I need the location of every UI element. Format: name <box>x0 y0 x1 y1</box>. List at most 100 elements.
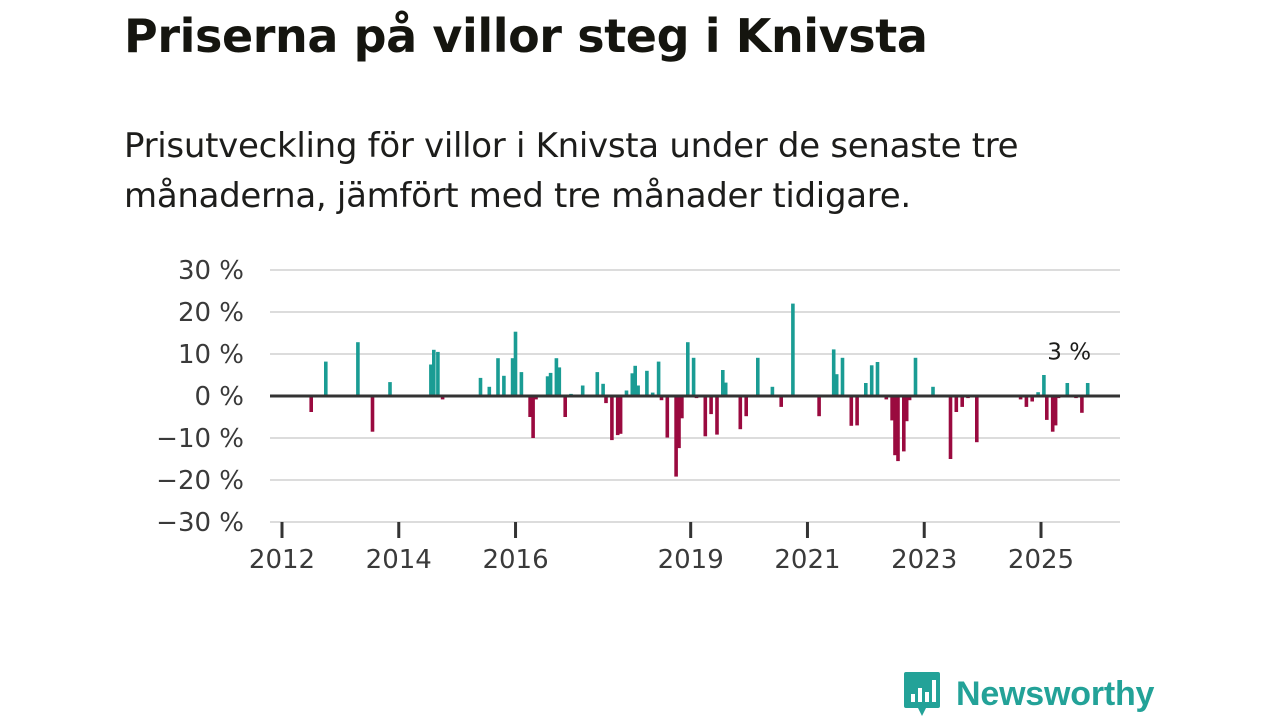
bar <box>855 396 859 426</box>
bar <box>770 386 775 396</box>
bar <box>496 358 500 396</box>
bar <box>834 374 839 396</box>
bar <box>1080 396 1084 413</box>
bar <box>324 361 328 396</box>
bar <box>890 396 894 421</box>
x-tick-label: 2025 <box>1008 545 1074 575</box>
bar <box>487 386 492 396</box>
bar <box>519 372 524 396</box>
bar <box>1036 392 1040 396</box>
bar <box>840 357 845 396</box>
brand-name: Newsworthy <box>956 674 1155 713</box>
chart-subtitle: Prisutveckling för villor i Knivsta unde… <box>124 126 1019 216</box>
bar <box>1042 375 1046 396</box>
bar <box>615 396 620 436</box>
bar <box>677 396 681 449</box>
bar <box>595 372 600 396</box>
bar <box>723 382 728 396</box>
bar <box>738 396 743 430</box>
bar <box>370 396 375 432</box>
bar <box>849 396 854 426</box>
y-tick-label: −10 % <box>156 424 244 454</box>
bar <box>650 392 655 396</box>
bar <box>429 364 433 396</box>
x-axis-ticks: 2012 2014 2016 2019 2021 2023 2025 <box>249 522 1074 575</box>
bar <box>1024 396 1029 407</box>
bar <box>531 396 535 438</box>
bar <box>580 385 585 396</box>
y-tick-label: 0 % <box>194 382 244 412</box>
bar <box>432 349 436 396</box>
bar <box>436 351 440 396</box>
bar <box>674 396 678 477</box>
bar <box>630 373 635 396</box>
bar <box>440 396 445 400</box>
x-tick-label: 2014 <box>366 545 432 575</box>
bar <box>545 376 550 396</box>
bar <box>601 383 605 396</box>
bar <box>907 396 912 401</box>
y-tick-label: −20 % <box>156 466 244 496</box>
bar <box>659 396 664 401</box>
x-tick-label: 2012 <box>249 545 315 575</box>
bar <box>618 396 623 434</box>
bar <box>703 396 708 437</box>
bar <box>604 396 608 404</box>
bar <box>1053 396 1058 426</box>
bar <box>744 396 748 417</box>
y-tick-label: 30 % <box>178 256 244 286</box>
bar <box>902 396 906 452</box>
bar <box>931 386 935 396</box>
bar <box>831 349 836 396</box>
bar <box>633 365 637 396</box>
bar <box>554 358 559 396</box>
bar <box>864 383 868 396</box>
bar <box>1085 383 1090 396</box>
bar <box>563 396 567 417</box>
x-tick-label: 2016 <box>482 545 548 575</box>
bar <box>656 361 661 396</box>
bar <box>954 396 959 412</box>
bar <box>513 331 518 396</box>
bar <box>478 377 483 396</box>
bar <box>510 358 515 396</box>
bar <box>557 367 562 396</box>
bar <box>534 396 538 400</box>
bar <box>869 365 874 396</box>
bar <box>1018 396 1023 400</box>
bar <box>1045 396 1049 420</box>
latest-value-annotation: 3 % <box>1047 339 1091 365</box>
bar <box>975 396 979 443</box>
bar <box>960 396 964 407</box>
bar <box>388 382 392 396</box>
bar <box>948 396 953 459</box>
newsworthy-logo-icon <box>904 672 940 716</box>
bar <box>791 303 795 396</box>
bar <box>686 342 690 396</box>
bar <box>680 396 684 419</box>
chart-title: Priserna på villor steg i Knivsta <box>124 9 928 63</box>
bar <box>528 396 532 417</box>
bar <box>913 357 918 396</box>
bar <box>875 362 880 396</box>
y-axis-labels: 30 % 20 % 10 % 0 % −10 % −20 % −30 % <box>156 256 244 538</box>
bar <box>884 396 889 400</box>
x-tick-label: 2021 <box>774 545 840 575</box>
bar <box>624 390 629 396</box>
bar <box>756 357 760 396</box>
bar <box>548 372 553 396</box>
bar <box>896 396 900 462</box>
bar <box>665 396 670 438</box>
y-tick-label: −30 % <box>156 508 244 538</box>
x-tick-label: 2023 <box>891 545 957 575</box>
x-tick-label: 2019 <box>658 545 724 575</box>
bar <box>691 357 696 396</box>
y-tick-label: 20 % <box>178 298 244 328</box>
bar <box>709 396 713 415</box>
bar <box>817 396 821 417</box>
bars <box>309 303 1090 477</box>
bar <box>715 396 719 435</box>
bar <box>1050 396 1055 432</box>
bar <box>309 396 313 412</box>
